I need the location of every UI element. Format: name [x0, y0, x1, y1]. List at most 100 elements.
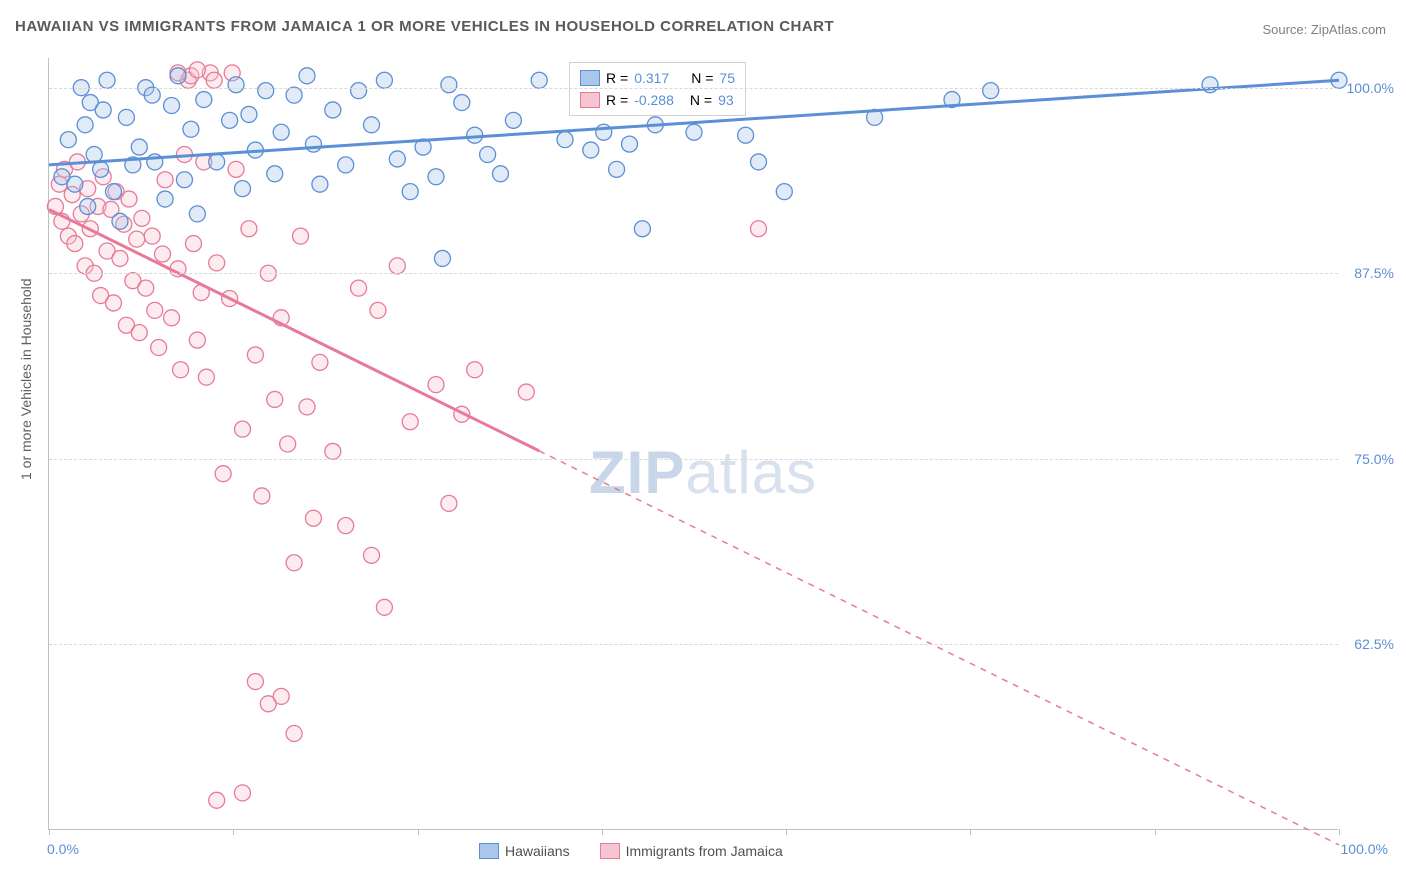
scatter-point [286, 555, 302, 571]
scatter-point [209, 255, 225, 271]
y-axis-label: 1 or more Vehicles in Household [18, 278, 34, 480]
scatter-point [198, 369, 214, 385]
r-value-2: -0.288 [634, 92, 674, 108]
scatter-point [99, 72, 115, 88]
gridline [49, 644, 1338, 645]
scatter-point [241, 221, 257, 237]
scatter-point [389, 258, 405, 274]
scatter-point [751, 154, 767, 170]
scatter-point [228, 161, 244, 177]
scatter-point [305, 510, 321, 526]
x-axis-max-label: 100.0% [1341, 841, 1388, 857]
scatter-point [267, 166, 283, 182]
scatter-point [441, 77, 457, 93]
swatch-hawaiians-icon [479, 843, 499, 859]
scatter-point [286, 87, 302, 103]
scatter-point [134, 210, 150, 226]
scatter-point [389, 151, 405, 167]
source-label: Source: ZipAtlas.com [1262, 22, 1386, 37]
scatter-point [428, 377, 444, 393]
scatter-point [299, 68, 315, 84]
scatter-point [776, 184, 792, 200]
scatter-point [164, 310, 180, 326]
scatter-point [273, 688, 289, 704]
scatter-point [267, 391, 283, 407]
gridline [49, 459, 1338, 460]
x-tick [602, 829, 603, 835]
scatter-point [189, 62, 205, 78]
scatter-point [364, 547, 380, 563]
legend-label-hawaiians: Hawaiians [505, 843, 570, 859]
r-label: R = [606, 92, 628, 108]
scatter-point [241, 106, 257, 122]
scatter-point [286, 726, 302, 742]
scatter-point [505, 112, 521, 128]
scatter-svg [49, 58, 1339, 830]
scatter-point [583, 142, 599, 158]
scatter-point [235, 785, 251, 801]
scatter-point [189, 332, 205, 348]
scatter-point [557, 132, 573, 148]
scatter-point [622, 136, 638, 152]
scatter-point [518, 384, 534, 400]
scatter-point [738, 127, 754, 143]
scatter-point [185, 236, 201, 252]
n-value-2: 93 [718, 92, 734, 108]
legend-item-jamaica: Immigrants from Jamaica [600, 843, 783, 859]
gridline [49, 88, 1338, 89]
scatter-point [293, 228, 309, 244]
scatter-point [247, 347, 263, 363]
scatter-point [325, 443, 341, 459]
scatter-point [131, 325, 147, 341]
scatter-point [129, 231, 145, 247]
scatter-point [95, 102, 111, 118]
scatter-point [370, 302, 386, 318]
scatter-point [280, 436, 296, 452]
scatter-point [983, 83, 999, 99]
chart-title: HAWAIIAN VS IMMIGRANTS FROM JAMAICA 1 OR… [15, 18, 834, 35]
scatter-point [454, 95, 470, 111]
scatter-point [686, 124, 702, 140]
scatter-point [428, 169, 444, 185]
swatch-hawaiians [580, 70, 600, 86]
n-value-1: 75 [719, 70, 735, 86]
scatter-point [138, 280, 154, 296]
scatter-point [118, 109, 134, 125]
scatter-point [402, 414, 418, 430]
scatter-point [151, 340, 167, 356]
x-tick [418, 829, 419, 835]
scatter-point [60, 132, 76, 148]
scatter-point [351, 280, 367, 296]
scatter-point [493, 166, 509, 182]
x-tick [233, 829, 234, 835]
scatter-point [596, 124, 612, 140]
x-tick [49, 829, 50, 835]
scatter-point [480, 147, 496, 163]
scatter-point [751, 221, 767, 237]
scatter-point [112, 250, 128, 266]
legend-bottom: Hawaiians Immigrants from Jamaica [479, 843, 783, 859]
scatter-point [609, 161, 625, 177]
scatter-point [441, 495, 457, 511]
scatter-point [247, 674, 263, 690]
scatter-point [434, 250, 450, 266]
scatter-point [376, 72, 392, 88]
scatter-point [299, 399, 315, 415]
scatter-point [312, 176, 328, 192]
scatter-point [235, 181, 251, 197]
scatter-point [131, 139, 147, 155]
y-tick-label: 75.0% [1354, 451, 1394, 467]
scatter-point [121, 191, 137, 207]
legend-stats-row-1: R = 0.317 N = 75 [580, 67, 735, 89]
plot-area: ZIPatlas R = 0.317 N = 75 R = -0.288 N =… [48, 58, 1338, 830]
scatter-point [338, 518, 354, 534]
scatter-point [215, 466, 231, 482]
scatter-point [157, 191, 173, 207]
scatter-point [112, 213, 128, 229]
gridline [49, 273, 1338, 274]
y-tick-label: 62.5% [1354, 636, 1394, 652]
r-label: R = [606, 70, 628, 86]
scatter-point [254, 488, 270, 504]
scatter-point [338, 157, 354, 173]
n-label: N = [690, 92, 712, 108]
